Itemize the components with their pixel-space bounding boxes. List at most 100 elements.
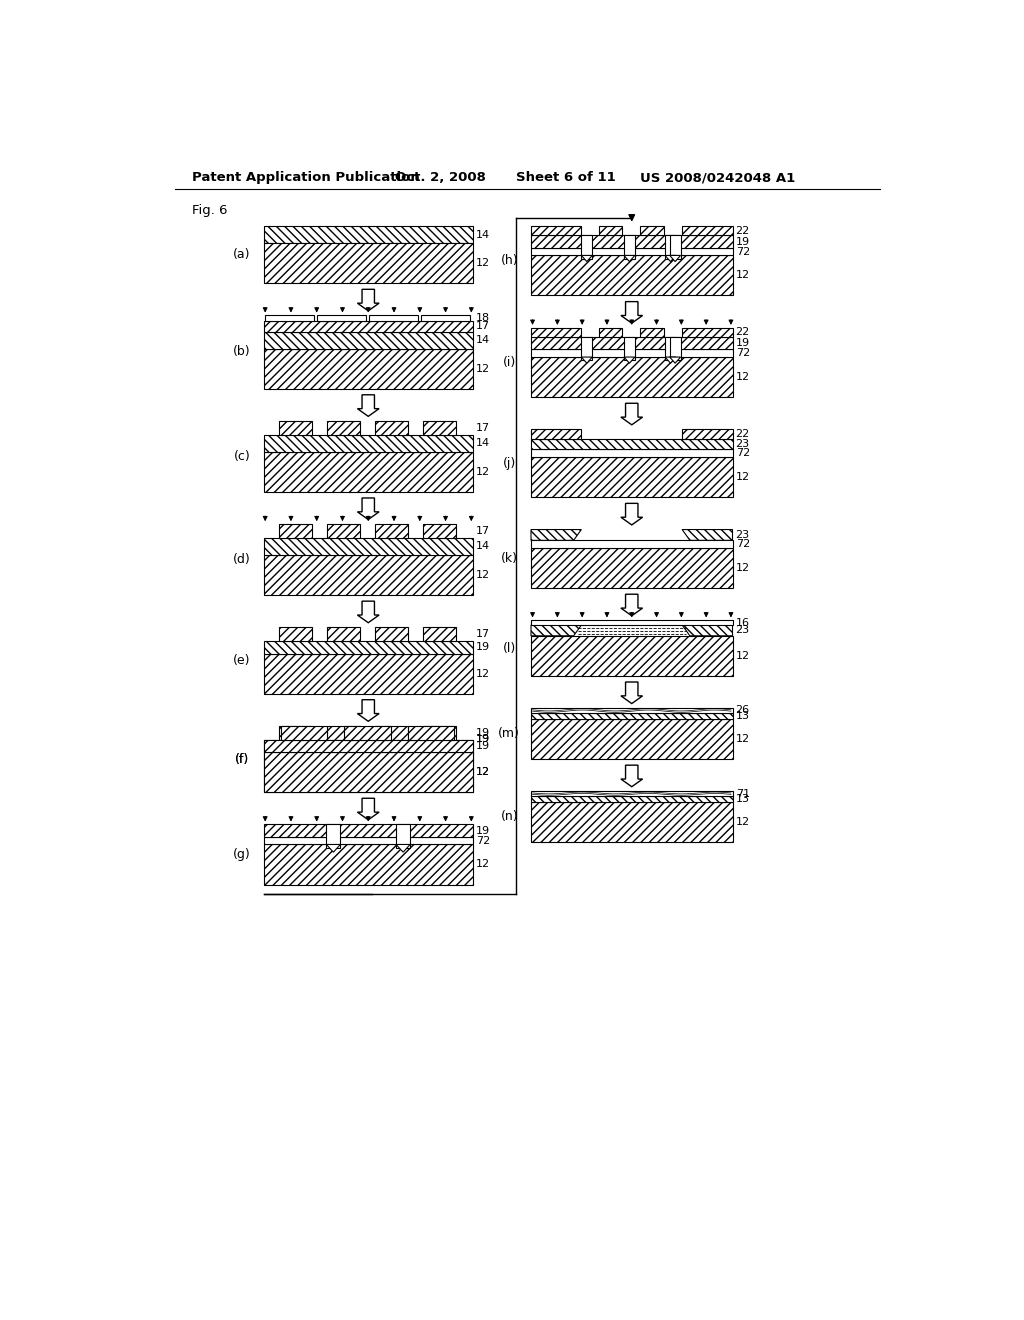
Bar <box>263 321 473 331</box>
Text: 12: 12 <box>735 564 750 573</box>
Bar <box>531 713 732 719</box>
Text: 22: 22 <box>735 226 750 236</box>
Bar <box>531 792 732 796</box>
Text: 12: 12 <box>735 271 750 280</box>
Text: 19: 19 <box>476 643 490 652</box>
Bar <box>328 627 359 642</box>
Polygon shape <box>357 700 379 721</box>
Text: 17: 17 <box>476 321 490 331</box>
Text: (m): (m) <box>499 727 520 741</box>
Polygon shape <box>531 626 582 636</box>
Text: 23: 23 <box>735 626 750 635</box>
Text: 12: 12 <box>476 668 490 678</box>
Polygon shape <box>357 289 379 312</box>
Text: 16: 16 <box>735 618 750 628</box>
Text: (n): (n) <box>501 810 518 824</box>
Bar <box>531 620 732 626</box>
Bar <box>670 337 681 360</box>
Bar <box>375 627 408 642</box>
Polygon shape <box>621 302 643 323</box>
Text: 23: 23 <box>735 529 750 540</box>
Text: (l): (l) <box>503 642 516 655</box>
Bar <box>280 726 311 739</box>
Bar <box>263 739 473 752</box>
Bar <box>328 726 359 739</box>
Text: 72: 72 <box>476 836 490 846</box>
Bar <box>423 421 456 434</box>
Bar <box>665 337 676 360</box>
Bar <box>263 752 473 792</box>
Text: Patent Application Publication: Patent Application Publication <box>191 172 419 185</box>
Bar <box>263 825 473 837</box>
Bar <box>599 327 623 337</box>
Bar <box>582 235 592 259</box>
Bar <box>328 524 359 539</box>
Polygon shape <box>682 626 732 636</box>
Text: 72: 72 <box>735 449 750 458</box>
Bar <box>531 636 732 676</box>
Text: 17: 17 <box>476 527 490 536</box>
Bar <box>531 449 732 457</box>
Text: (g): (g) <box>233 847 251 861</box>
Bar <box>531 337 732 350</box>
Polygon shape <box>357 799 379 820</box>
Text: Oct. 2, 2008: Oct. 2, 2008 <box>395 172 486 185</box>
Text: (j): (j) <box>503 457 516 470</box>
Bar <box>423 627 456 642</box>
Bar <box>317 315 366 321</box>
Bar <box>327 825 340 847</box>
Text: 17: 17 <box>476 630 490 639</box>
Text: 12: 12 <box>476 467 490 477</box>
Polygon shape <box>327 845 340 853</box>
Bar <box>263 752 473 792</box>
Polygon shape <box>531 529 582 540</box>
Bar <box>531 350 732 358</box>
Bar <box>280 524 311 539</box>
Text: 12: 12 <box>735 817 750 828</box>
Bar <box>375 421 408 434</box>
Text: 71: 71 <box>735 788 750 799</box>
Polygon shape <box>621 682 643 704</box>
Polygon shape <box>621 404 643 425</box>
Bar <box>265 315 314 321</box>
Text: Sheet 6 of 11: Sheet 6 of 11 <box>515 172 615 185</box>
Bar <box>582 337 592 360</box>
Bar <box>531 429 582 438</box>
Text: 17: 17 <box>476 422 490 433</box>
Text: 72: 72 <box>735 539 750 549</box>
Bar <box>531 256 732 296</box>
Bar <box>531 248 732 256</box>
Polygon shape <box>357 498 379 520</box>
Polygon shape <box>621 503 643 525</box>
Text: 19: 19 <box>476 727 490 738</box>
Bar <box>375 726 408 739</box>
Text: (f): (f) <box>234 752 249 766</box>
Text: (h): (h) <box>501 255 518 268</box>
Polygon shape <box>670 358 681 363</box>
Text: 14: 14 <box>476 335 490 345</box>
Bar <box>423 726 456 739</box>
Text: (a): (a) <box>233 248 251 261</box>
Polygon shape <box>582 256 592 261</box>
Bar <box>263 243 473 284</box>
Bar <box>682 226 732 235</box>
Bar <box>263 348 473 388</box>
Bar <box>263 451 473 492</box>
Bar <box>531 719 732 759</box>
Text: (e): (e) <box>233 653 251 667</box>
Text: 12: 12 <box>476 859 490 870</box>
Text: 72: 72 <box>735 247 750 256</box>
Bar <box>396 825 410 847</box>
Bar <box>531 327 582 337</box>
Bar <box>531 358 732 397</box>
Text: 12: 12 <box>476 259 490 268</box>
Text: (b): (b) <box>233 345 251 358</box>
Polygon shape <box>624 358 635 363</box>
Bar <box>531 226 582 235</box>
Bar <box>531 457 732 498</box>
Bar <box>263 539 473 554</box>
Text: 14: 14 <box>476 438 490 449</box>
Bar <box>665 235 676 259</box>
Text: 23: 23 <box>735 440 750 449</box>
Text: (i): (i) <box>503 356 516 370</box>
